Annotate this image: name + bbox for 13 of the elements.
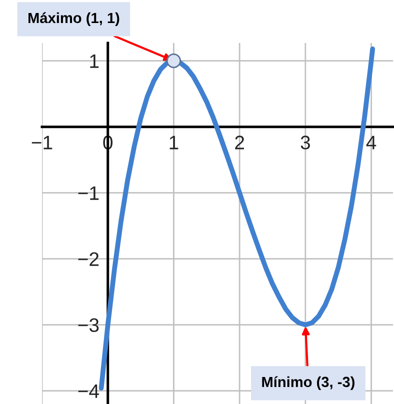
y-tick-label: −1 (78, 186, 99, 200)
y-tick-label: −3 (78, 318, 99, 332)
y-tick-label: 1 (90, 54, 99, 68)
annotation: Mínimo (3, -3) (262, 376, 354, 390)
y-tick-label: −2 (78, 252, 99, 266)
x-tick-label: 1 (170, 136, 178, 150)
x-tick-label: 2 (235, 136, 244, 150)
x-tick-label: 3 (300, 136, 310, 150)
x-tick-label: −1 (32, 136, 52, 150)
x-tick-label: 4 (366, 136, 376, 150)
y-tick-label: −4 (78, 384, 99, 398)
annotation: Máximo (1, 1) (28, 12, 120, 26)
line-series (98, 46, 376, 391)
